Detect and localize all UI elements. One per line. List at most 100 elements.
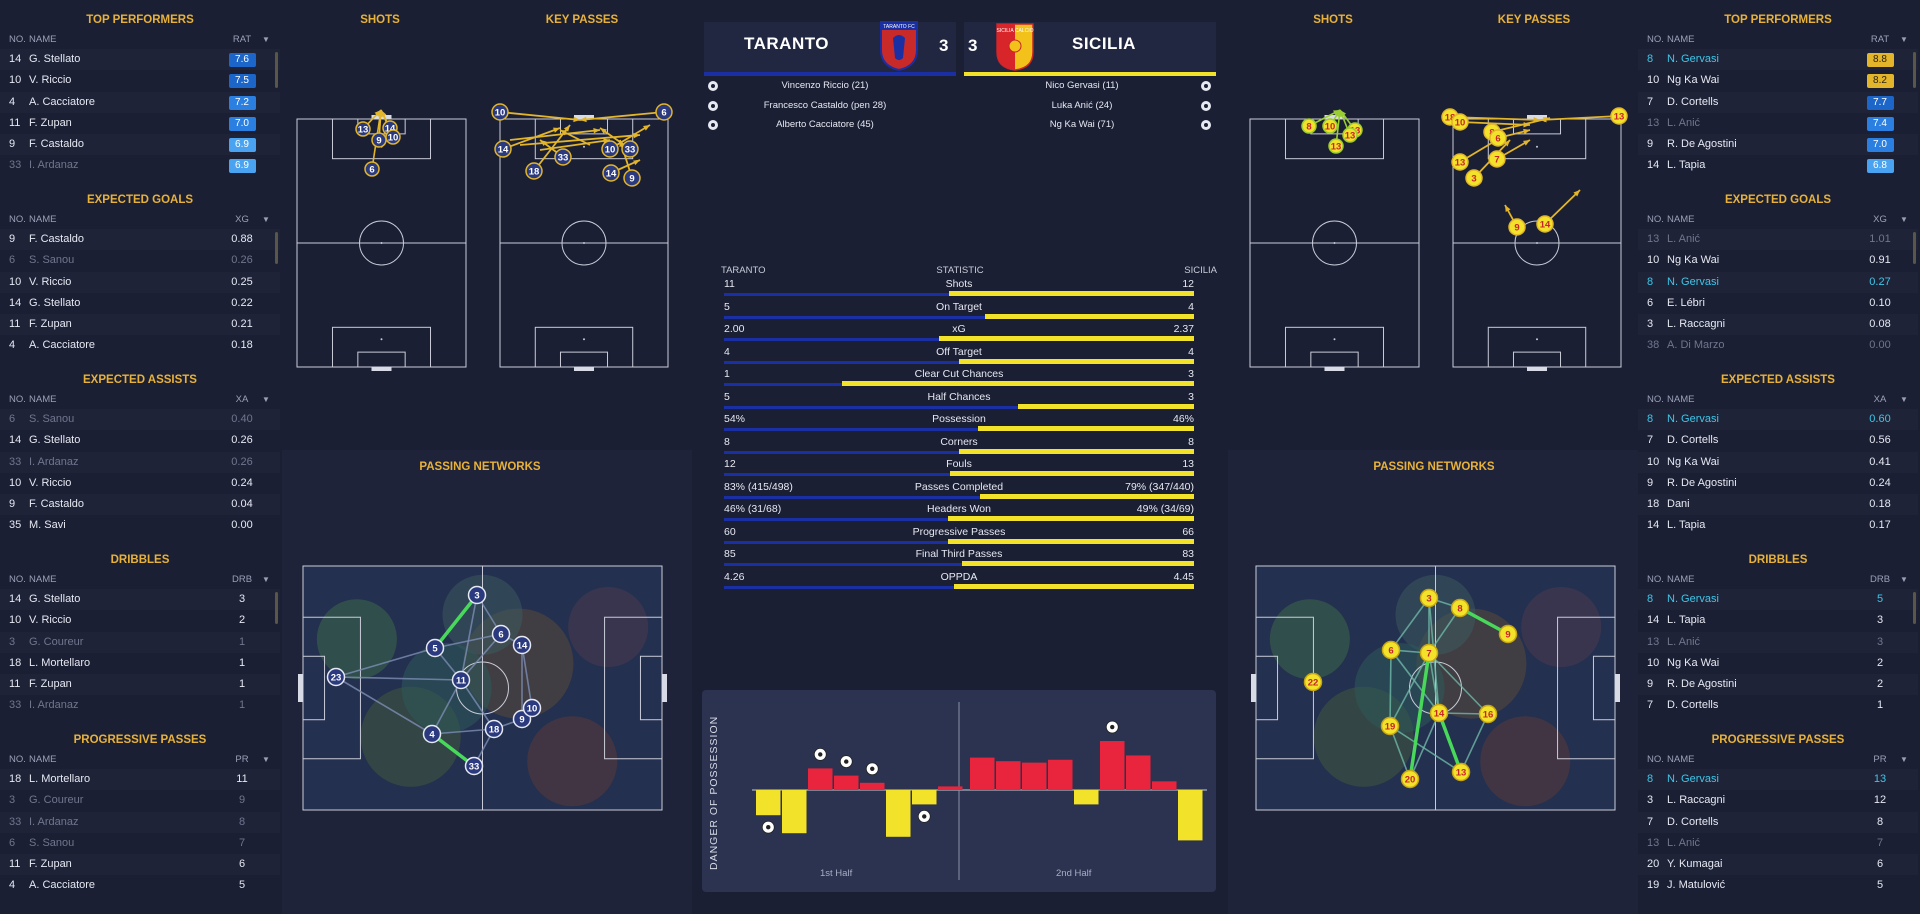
player-name[interactable]: V. Riccio <box>29 275 72 288</box>
player-row[interactable]: 10 Ng Ka Wai 8.2 <box>1638 70 1918 91</box>
player-name[interactable]: I. Ardanaz <box>29 159 79 172</box>
player-name[interactable]: L. Raccagni <box>1667 318 1726 331</box>
col-stat[interactable]: DRB <box>231 574 253 585</box>
key-pass-marker[interactable]: 6 <box>655 103 673 121</box>
player-name[interactable]: Dani <box>1667 498 1690 511</box>
player-name[interactable]: L. Anić <box>1667 836 1701 849</box>
player-row[interactable]: 18 L. Mortellaro 11 <box>0 769 280 791</box>
player-name[interactable]: I. Ardanaz <box>29 815 79 828</box>
player-node[interactable]: 9 <box>1498 624 1518 644</box>
player-node[interactable]: 6 <box>1381 640 1401 660</box>
key-pass-marker[interactable]: 3 <box>1465 169 1483 187</box>
player-name[interactable]: R. De Agostini <box>1667 138 1737 151</box>
sort-down-icon[interactable]: ▼ <box>262 755 270 764</box>
player-row[interactable]: 20 Y. Kumagai 6 <box>1638 854 1918 876</box>
player-row[interactable]: 3 G. Coureur 9 <box>0 790 280 811</box>
key-pass-marker[interactable]: 14 <box>1536 215 1554 233</box>
sort-down-icon[interactable]: ▼ <box>262 395 270 404</box>
player-row[interactable]: 38 A. Di Marzo 0.00 <box>1638 335 1918 356</box>
away-team-name[interactable]: SICILIA <box>1072 34 1136 53</box>
section-header-row[interactable]: NO. NAME XA ▼ <box>0 390 280 409</box>
key-pass-marker[interactable]: 10 <box>1451 113 1469 131</box>
key-pass-marker[interactable]: 13 <box>1451 153 1469 171</box>
col-stat[interactable]: XG <box>1873 214 1887 225</box>
player-name[interactable]: V. Riccio <box>29 74 72 87</box>
player-row[interactable]: 35 M. Savi 0.00 <box>0 515 280 536</box>
section-header-row[interactable]: NO. NAME DRB ▼ <box>0 570 280 589</box>
player-node[interactable]: 3 <box>1419 588 1439 608</box>
player-row[interactable]: 9 R. De Agostini 2 <box>1638 674 1918 696</box>
sort-down-icon[interactable]: ▼ <box>1900 395 1908 404</box>
player-row[interactable]: 19 J. Matulović 5 <box>1638 875 1918 896</box>
player-row[interactable]: 10 V. Riccio 0.24 <box>0 473 280 494</box>
player-row[interactable]: 10 Ng Ka Wai 2 <box>1638 653 1918 674</box>
player-name[interactable]: F. Castaldo <box>29 498 85 511</box>
player-name[interactable]: Ng Ka Wai <box>1667 74 1720 87</box>
player-node[interactable]: 11 <box>451 670 471 690</box>
player-node[interactable]: 22 <box>1303 672 1323 692</box>
player-row[interactable]: 10 V. Riccio 7.5 <box>0 70 280 91</box>
player-node[interactable]: 19 <box>1380 716 1400 736</box>
player-row[interactable]: 4 A. Cacciatore 5 <box>0 875 280 896</box>
section-header-row[interactable]: NO. NAME DRB ▼ <box>1638 570 1918 589</box>
player-name[interactable]: A. Di Marzo <box>1667 339 1725 352</box>
away-scorer[interactable]: Luka Anić (24) <box>1051 99 1113 111</box>
key-pass-marker[interactable]: 9 <box>1508 218 1526 236</box>
key-pass-marker[interactable]: 33 <box>621 140 639 158</box>
key-pass-marker[interactable]: 14 <box>602 164 620 182</box>
player-row[interactable]: 9 F. Castaldo 6.9 <box>0 134 280 156</box>
key-pass-marker[interactable]: 10 <box>491 103 509 121</box>
shot-marker[interactable]: 10 <box>385 129 401 145</box>
player-name[interactable]: L. Raccagni <box>1667 794 1726 807</box>
player-name[interactable]: S. Sanou <box>29 836 75 849</box>
player-row[interactable]: 11 F. Zupan 6 <box>0 854 280 876</box>
scrollbar[interactable] <box>1913 232 1916 264</box>
home-scorer[interactable]: Alberto Cacciatore (45) <box>776 119 874 130</box>
home-scorer[interactable]: Vincenzo Riccio (21) <box>781 80 869 91</box>
section-header-row[interactable]: NO. NAME XG ▼ <box>1638 210 1918 229</box>
player-node[interactable]: 10 <box>522 698 542 718</box>
player-row[interactable]: 11 F. Zupan 0.21 <box>0 314 280 336</box>
player-name[interactable]: G. Coureur <box>29 635 84 648</box>
player-row[interactable]: 14 G. Stellato 0.26 <box>0 430 280 451</box>
player-name[interactable]: A. Cacciatore <box>29 339 96 352</box>
player-name[interactable]: L. Anić <box>1667 635 1701 648</box>
sort-down-icon[interactable]: ▼ <box>262 215 270 224</box>
player-name[interactable]: G. Stellato <box>29 434 81 447</box>
player-name[interactable]: G. Stellato <box>29 53 81 65</box>
key-pass-marker[interactable]: 33 <box>554 148 572 166</box>
shot-marker[interactable]: 8 <box>1301 118 1317 134</box>
player-node[interactable]: 18 <box>484 719 504 739</box>
player-name[interactable]: R. De Agostini <box>1667 476 1737 489</box>
player-row[interactable]: 8 N. Gervasi 13 <box>1638 769 1918 791</box>
player-node[interactable]: 16 <box>1478 704 1498 724</box>
player-row[interactable]: 18 L. Mortellaro 1 <box>0 653 280 674</box>
scrollbar[interactable] <box>1913 592 1916 624</box>
player-name[interactable]: I. Ardanaz <box>29 455 79 468</box>
player-name[interactable]: L. Tapia <box>1667 614 1706 627</box>
scrollbar[interactable] <box>275 52 278 88</box>
shot-marker[interactable]: 10 <box>1322 118 1338 134</box>
col-stat[interactable]: RAT <box>1870 34 1890 45</box>
player-node[interactable]: 3 <box>467 585 487 605</box>
player-name[interactable]: N. Gervasi <box>1667 413 1719 425</box>
player-row[interactable]: 14 L. Tapia 6.8 <box>1638 155 1918 176</box>
player-row[interactable]: 8 N. Gervasi 0.60 <box>1638 409 1918 431</box>
key-pass-marker[interactable]: 13 <box>1610 107 1628 125</box>
player-row[interactable]: 33 I. Ardanaz 8 <box>0 811 280 833</box>
player-row[interactable]: 33 I. Ardanaz 1 <box>0 695 280 716</box>
col-stat[interactable]: XA <box>235 394 249 405</box>
player-row[interactable]: 7 D. Cortells 7.7 <box>1638 91 1918 113</box>
player-node[interactable]: 20 <box>1400 769 1420 789</box>
player-name[interactable]: Ng Ka Wai <box>1667 656 1720 669</box>
scrollbar[interactable] <box>275 592 278 624</box>
player-name[interactable]: L. Anić <box>1667 233 1701 245</box>
player-node[interactable]: 33 <box>464 756 484 776</box>
player-row[interactable]: 14 G. Stellato 0.22 <box>0 293 280 314</box>
player-name[interactable]: D. Cortells <box>1667 815 1719 828</box>
player-node[interactable]: 13 <box>1451 762 1471 782</box>
player-row[interactable]: 33 I. Ardanaz 6.9 <box>0 155 280 176</box>
sort-down-icon[interactable]: ▼ <box>262 35 270 44</box>
player-name[interactable]: I. Ardanaz <box>29 699 79 712</box>
player-name[interactable]: V. Riccio <box>29 614 72 627</box>
